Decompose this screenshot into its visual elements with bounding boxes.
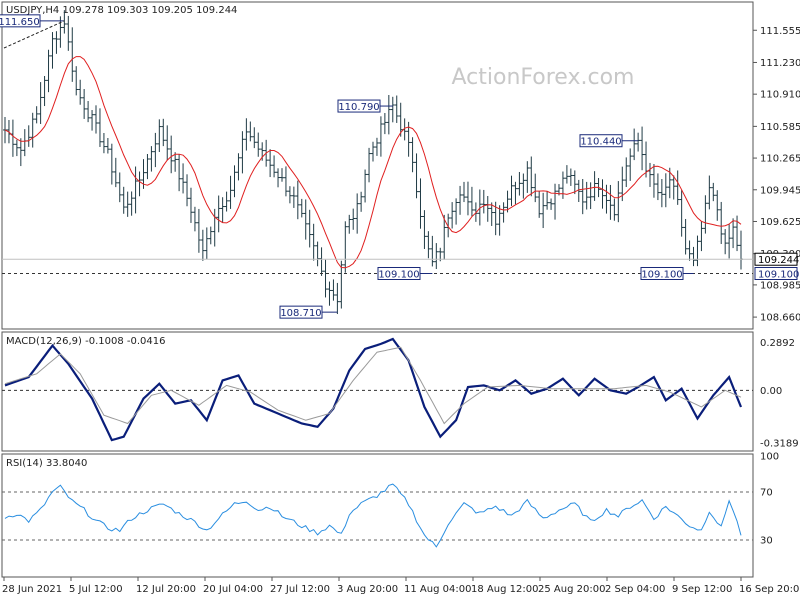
rsi-layer: 100 70 30 bbox=[2, 452, 779, 548]
rsi-y-tick-label: 30 bbox=[760, 536, 773, 547]
rsi-title: RSI(14) 33.8040 bbox=[6, 458, 87, 469]
price-panel-frame bbox=[1, 1, 754, 330]
x-tick-label: 27 Jul 12:00 bbox=[270, 584, 330, 595]
x-tick-label: 12 Jul 20:00 bbox=[136, 584, 196, 595]
macd-y-tick-label: -0.3189 bbox=[760, 439, 799, 450]
axis-layer: 111.555 111.230 110.910 110.585 110.265 109.9… bbox=[2, 26, 800, 595]
annotation-label: 110.440 bbox=[579, 134, 639, 148]
x-tick-label: 25 Aug 20:00 bbox=[538, 584, 605, 595]
annotation-label: 111.650 bbox=[0, 14, 65, 28]
macd-y-tick-label: 0.00 bbox=[760, 386, 782, 397]
support-price-tag: 109.100 bbox=[754, 266, 799, 280]
annotation-label: 109.100 bbox=[377, 266, 433, 280]
x-tick-label: 9 Sep 12:00 bbox=[672, 584, 732, 595]
rsi-y-tick-label: 100 bbox=[760, 452, 779, 463]
rsi-panel-frame bbox=[1, 453, 754, 578]
annotation-label: 109.100 bbox=[640, 266, 694, 280]
price-y-tick-label: 108.985 bbox=[760, 280, 800, 291]
watermark: ActionForex.com bbox=[452, 65, 635, 90]
macd-y-tick-label: 0.2892 bbox=[760, 338, 795, 349]
macd-layer: 0.2892 0.00 -0.3189 bbox=[2, 337, 799, 450]
macd-panel-frame bbox=[1, 331, 754, 452]
price-y-tick-label: 108.660 bbox=[760, 313, 800, 324]
price-y-tick-label: 110.910 bbox=[760, 90, 800, 101]
price-y-tick-label: 111.555 bbox=[760, 26, 800, 37]
annotation-label: 108.710 bbox=[279, 305, 338, 319]
x-tick-label: 11 Aug 04:00 bbox=[404, 584, 471, 595]
moving-average-line bbox=[4, 56, 742, 269]
annotation-text: 111.650 bbox=[0, 17, 40, 28]
price-y-tick-label: 110.585 bbox=[760, 122, 800, 133]
x-tick-label: 2 Sep 04:00 bbox=[605, 584, 665, 595]
price-y-tick-label: 109.625 bbox=[760, 217, 800, 228]
rsi-y-tick-label: 70 bbox=[760, 488, 773, 499]
rsi-line bbox=[4, 483, 742, 548]
price-y-tick-label: 111.230 bbox=[760, 58, 800, 69]
annotation-text: 110.790 bbox=[338, 102, 379, 113]
price-tag-text: 109.100 bbox=[758, 269, 799, 280]
price-tag-box bbox=[754, 266, 798, 280]
macd-title: MACD(12,26,9) -0.1008 -0.0416 bbox=[6, 336, 166, 347]
x-tick-label: 5 Jul 12:00 bbox=[69, 584, 123, 595]
price-tag-box bbox=[754, 252, 798, 266]
price-title: USDJPY,H4 109.278 109.303 109.205 109.24… bbox=[6, 5, 237, 16]
price-layer: 111.650 110.790 108.710 109.100 110.440 109.1… bbox=[0, 10, 753, 319]
x-tick-label: 28 Jun 2021 bbox=[2, 584, 62, 595]
annotation-text: 110.440 bbox=[580, 137, 621, 148]
annotation-label: 110.790 bbox=[337, 99, 393, 113]
macd-line bbox=[4, 337, 743, 442]
current-price-tag: 109.244 bbox=[754, 252, 799, 266]
x-tick-label: 16 Sep 20:00 bbox=[739, 584, 800, 595]
price-tag-text: 109.244 bbox=[758, 255, 799, 266]
x-tick-label: 3 Aug 20:00 bbox=[337, 584, 398, 595]
trend-dashed-line bbox=[3, 20, 65, 49]
price-y-tick-label: 109.945 bbox=[760, 185, 800, 196]
x-tick-label: 20 Jul 04:00 bbox=[203, 584, 263, 595]
macd-signal-line bbox=[4, 346, 742, 425]
price-y-tick-label: 110.265 bbox=[760, 154, 800, 165]
x-tick-label: 18 Aug 12:00 bbox=[471, 584, 538, 595]
annotation-text: 108.710 bbox=[280, 308, 321, 319]
annotation-text: 109.100 bbox=[378, 269, 419, 280]
annotation-text: 109.100 bbox=[641, 269, 682, 280]
